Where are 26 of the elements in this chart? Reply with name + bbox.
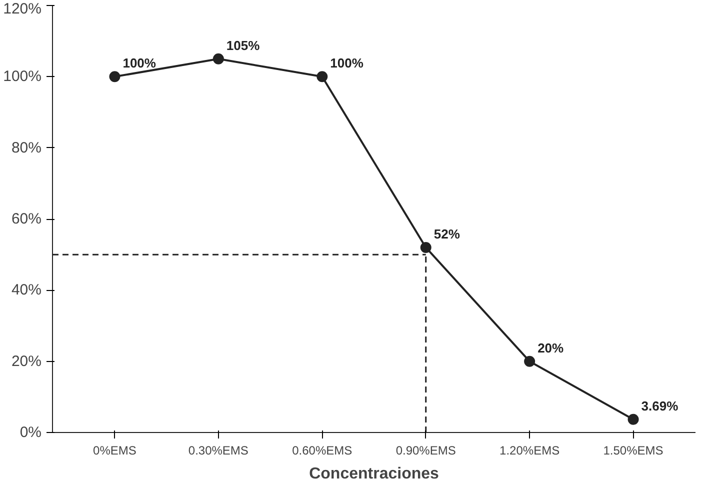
point xyxy=(420,242,432,253)
point xyxy=(212,53,224,64)
x-axis-title: Concentraciones xyxy=(309,466,440,482)
text: 100% xyxy=(330,56,364,71)
y-tick-label: 100% xyxy=(3,68,42,86)
point xyxy=(109,71,120,82)
y-tick-label: 120% xyxy=(3,0,42,18)
y-tick-label: 20% xyxy=(11,352,42,370)
text: 100% xyxy=(122,56,156,71)
text: 52% xyxy=(434,226,460,242)
x-tick-label: 1.50%EMS xyxy=(603,444,664,458)
y-tick-label: 80% xyxy=(11,139,42,156)
point xyxy=(316,71,328,82)
y-tick-label: 40% xyxy=(11,282,42,299)
text: 20% xyxy=(538,340,564,356)
y-tick-label: 60% xyxy=(11,210,42,228)
y-tick-label: 0% xyxy=(20,424,42,441)
text: 3.69% xyxy=(641,398,678,414)
text: 105% xyxy=(226,38,260,53)
x-tick-label: 0.60%EMS xyxy=(292,444,352,458)
x-tick-label: 0%EMS xyxy=(93,444,136,458)
x-tick-label: 1.20%EMS xyxy=(500,444,560,458)
point xyxy=(628,414,639,425)
x-tick-label: 0.90%EMS xyxy=(396,444,456,458)
x-tick-label: 0.30%EMS xyxy=(188,444,248,458)
point xyxy=(524,356,536,367)
